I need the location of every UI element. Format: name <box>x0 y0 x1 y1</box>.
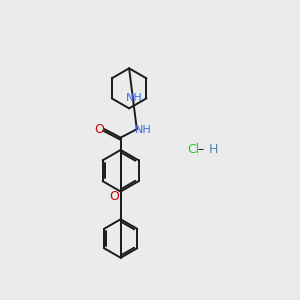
Text: O: O <box>110 190 119 203</box>
Text: NH: NH <box>126 93 142 103</box>
Text: Cl: Cl <box>187 143 199 157</box>
Text: NH: NH <box>135 125 152 135</box>
Text: O: O <box>94 123 104 136</box>
Text: –: – <box>198 143 204 157</box>
Text: H: H <box>208 143 218 157</box>
